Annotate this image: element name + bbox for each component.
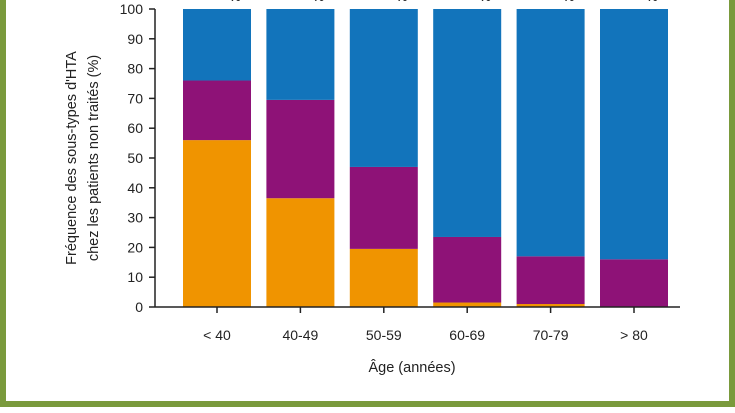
bar-segment-2-1 <box>183 80 251 141</box>
y-tick-label: 40 <box>127 180 143 196</box>
bar-segment-1-4 <box>433 302 502 307</box>
x-tick-label: > 80 <box>620 327 648 343</box>
bar-top-label: % <box>313 0 325 4</box>
bar-top-label: % <box>396 0 408 4</box>
bar-segment-2-5 <box>516 256 585 305</box>
bar-top-label: % <box>229 0 241 4</box>
y-tick-label: 70 <box>127 90 143 106</box>
bar-segment-1-5 <box>516 304 585 307</box>
x-tick-label: 70-79 <box>533 327 569 343</box>
bar-segment-3-6 <box>600 9 668 260</box>
bar-segment-2-3 <box>349 166 418 249</box>
x-tick-label: 40-49 <box>282 327 318 343</box>
y-tick-label: 90 <box>127 31 143 47</box>
bar-segment-3-5 <box>516 9 585 257</box>
bars-group <box>183 9 668 307</box>
bar-segment-3-4 <box>433 9 502 237</box>
bar-segment-2-6 <box>600 259 668 307</box>
x-tick-label: 50-59 <box>366 327 402 343</box>
y-axis-title-line-1: Fréquence des sous-types d'HTA <box>64 51 80 265</box>
y-tick-label: 10 <box>127 269 143 285</box>
bar-segment-3-1 <box>183 9 251 81</box>
y-tick-label: 100 <box>120 1 144 17</box>
x-axis-title: Âge (années) <box>368 359 455 376</box>
bar-segment-3-2 <box>266 9 335 100</box>
x-tick-label: 60-69 <box>449 327 485 343</box>
x-ticks-group: < 40 40-49 50-59 60-69 70-79 > 80 <box>203 307 648 343</box>
bar-top-label: % <box>563 0 575 4</box>
bar-segment-3-3 <box>349 9 418 167</box>
bar-segment-1-2 <box>266 198 335 307</box>
y-tick-label: 60 <box>127 120 143 136</box>
x-tick-label: < 40 <box>203 327 231 343</box>
y-axis-title-line-2: chez les patients non traités (%) <box>86 55 102 261</box>
top-labels-group: %%%%%% <box>229 0 658 4</box>
bar-segment-2-2 <box>266 99 335 199</box>
y-tick-label: 0 <box>135 299 143 315</box>
bar-top-label: % <box>479 0 491 4</box>
y-tick-label: 50 <box>127 150 143 166</box>
y-tick-label: 20 <box>127 239 143 255</box>
bar-segment-1-1 <box>183 140 251 307</box>
bar-top-label: % <box>646 0 658 4</box>
y-tick-label: 30 <box>127 210 143 226</box>
y-ticks-group: 0 10 20 30 40 50 60 70 80 90 100 <box>120 1 155 315</box>
y-tick-label: 80 <box>127 61 143 77</box>
bar-segment-1-3 <box>349 248 418 307</box>
bar-segment-2-4 <box>433 236 502 303</box>
